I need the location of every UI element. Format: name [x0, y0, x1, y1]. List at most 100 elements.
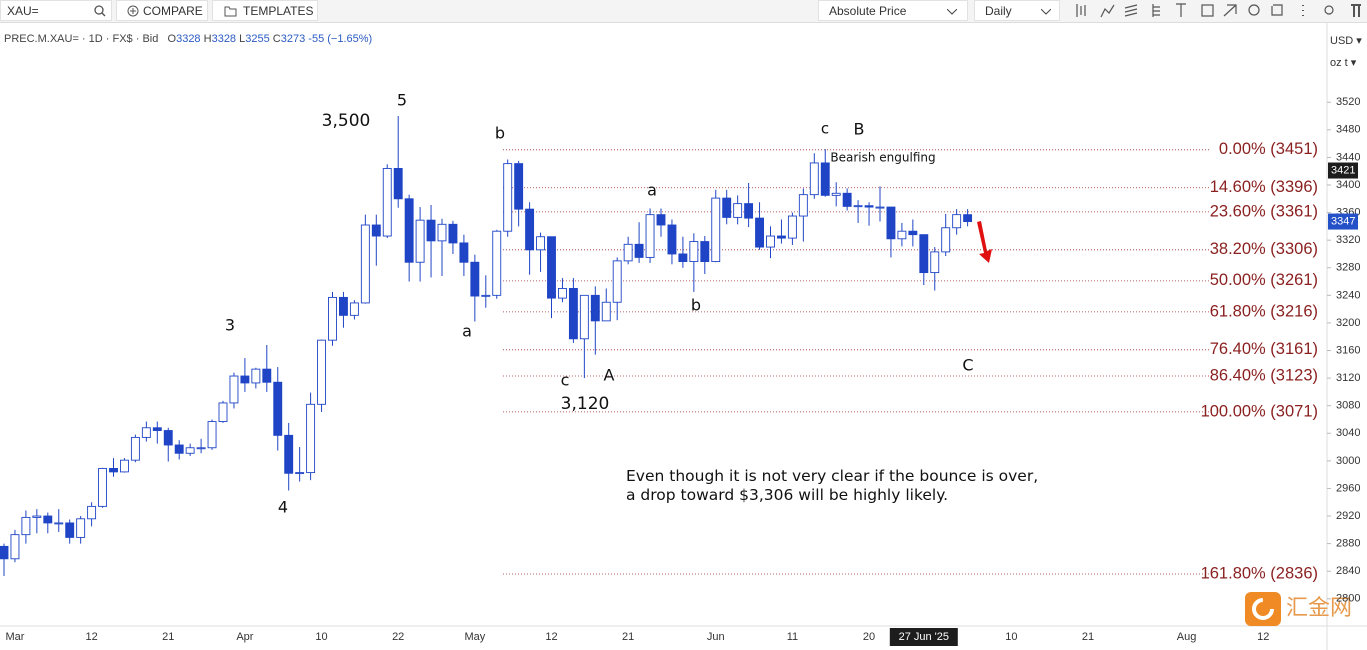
y-tick-label: 3040: [1336, 427, 1360, 439]
y-tick-label: 3440: [1336, 151, 1360, 163]
compare-button[interactable]: COMPARE: [116, 0, 208, 21]
interval-select[interactable]: Daily: [974, 0, 1060, 21]
tool-icon: [1271, 4, 1283, 16]
ohlc-value: 3328: [176, 33, 201, 45]
x-tick-label: 10: [315, 631, 327, 643]
candle-body: [579, 294, 589, 340]
wave-label: b: [691, 296, 701, 315]
candle-body: [492, 230, 502, 296]
candle-body: [0, 545, 9, 560]
candle-body: [328, 296, 337, 341]
y-tick-label: 3120: [1336, 372, 1360, 384]
candle-body: [185, 447, 195, 454]
x-tick-label: 20: [863, 631, 875, 643]
fib-label: 50.00% (3261): [1210, 271, 1318, 289]
templates-button[interactable]: TEMPLATES: [212, 0, 318, 21]
wave-label: 3,500: [322, 111, 371, 131]
candle-body: [481, 294, 491, 297]
candle-body: [339, 296, 348, 316]
watermark: 汇金网: [1245, 592, 1352, 626]
ohlc-key: L: [239, 33, 246, 45]
y-tick-label: 2880: [1336, 538, 1360, 550]
ohlc-low: L3255: [239, 33, 270, 45]
symbol-search[interactable]: XAU=: [0, 0, 112, 21]
y-tick-label: 2840: [1336, 565, 1360, 577]
candle-body: [590, 294, 600, 322]
candles: [0, 116, 973, 577]
candle-body: [437, 223, 447, 242]
candle-body: [141, 427, 151, 438]
candle-body: [700, 241, 710, 263]
candle-body: [317, 339, 326, 405]
price-mode: Absolute Price: [829, 4, 907, 18]
x-tick-label: 21: [622, 631, 634, 643]
candle-body: [645, 214, 655, 258]
candle-body: [207, 421, 217, 449]
note: Even though it is not very clear if the …: [626, 467, 1039, 504]
y-tick-label: 3080: [1336, 400, 1360, 412]
unit-select[interactable]: oz t ▾: [1330, 57, 1357, 69]
x-tick-label: 11: [787, 631, 798, 643]
candle-body: [54, 522, 64, 525]
candle-body: [87, 505, 97, 520]
candle-body: [612, 260, 622, 303]
y-tick-label: 3280: [1336, 262, 1360, 274]
candle-body: [152, 427, 162, 431]
wave-label: a: [647, 181, 657, 200]
chevron: [947, 9, 957, 15]
tool-icon: [1124, 4, 1138, 17]
candle-body: [798, 194, 808, 217]
candle-body: [601, 301, 611, 322]
wave-label: C: [962, 356, 973, 375]
change: -55 (−1.65%): [308, 33, 373, 45]
wave-label: Bearish engulfing: [830, 151, 935, 165]
candle-body: [722, 197, 732, 218]
price-axis-bg: [1327, 22, 1367, 650]
candle-body: [349, 302, 359, 316]
candle-body: [886, 206, 896, 240]
tool-icons: [1076, 3, 1361, 18]
x-tick-label: May: [464, 631, 485, 643]
y-tick-label: 2960: [1336, 482, 1360, 494]
candle-body: [382, 167, 392, 237]
candle-body: [65, 522, 75, 538]
price-mode-select[interactable]: Absolute Price: [818, 0, 968, 21]
ohlc-value: 3255: [245, 33, 270, 45]
candle-body: [809, 162, 819, 196]
x-tick-label: 22: [392, 631, 404, 643]
watermark-logo-mark: [1252, 598, 1274, 620]
candle-body: [864, 205, 874, 208]
last-price-box: [1328, 213, 1358, 230]
candle-body: [908, 230, 918, 236]
fib-label: 100.00% (3071): [1201, 402, 1318, 420]
candle-body: [415, 219, 425, 263]
tool-icon: [1152, 4, 1160, 17]
fib-label: 86.40% (3123): [1210, 366, 1318, 384]
ohlc-close: C3273: [273, 33, 305, 45]
candle-body: [689, 241, 699, 263]
currency-select[interactable]: USD ▾: [1330, 35, 1362, 47]
tool-icon: [1076, 4, 1086, 17]
candle-body: [306, 403, 316, 474]
candle-body: [251, 368, 261, 384]
ohlc-key: C: [272, 33, 281, 45]
candle-body: [919, 234, 929, 274]
candle-body: [711, 197, 721, 263]
candle-body: [503, 163, 513, 232]
unit: oz t: [1330, 57, 1348, 69]
ohlc-key: O: [167, 33, 177, 45]
toolbar: XAU= COMPARE TEMPLATES Absolute Price Da…: [0, 0, 1367, 23]
candle-body: [404, 198, 414, 263]
candle-body: [820, 162, 830, 196]
tool-icon: [1176, 3, 1186, 17]
candle-body: [43, 515, 53, 524]
fib-label: 161.80% (2836): [1201, 564, 1318, 582]
candle-body: [196, 447, 206, 450]
fib-label: 0.00% (3451): [1219, 140, 1318, 158]
y-tick-label: 3000: [1336, 455, 1360, 467]
candle-body: [240, 375, 250, 384]
fib-label: 38.20% (3306): [1210, 240, 1318, 258]
last-price-label: 3347: [1331, 215, 1355, 227]
